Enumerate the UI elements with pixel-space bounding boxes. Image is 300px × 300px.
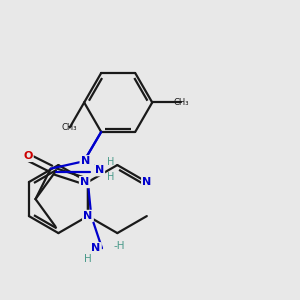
Text: -H: -H xyxy=(114,241,125,250)
Text: H: H xyxy=(107,158,114,167)
Text: N: N xyxy=(95,165,104,175)
Text: N: N xyxy=(81,156,90,166)
Text: H: H xyxy=(107,172,114,182)
Text: H: H xyxy=(84,254,92,264)
Text: N: N xyxy=(80,177,89,187)
Text: O: O xyxy=(23,151,33,161)
Text: CH₃: CH₃ xyxy=(173,98,189,107)
Text: N: N xyxy=(142,177,152,187)
Text: N: N xyxy=(83,211,92,221)
Text: N: N xyxy=(92,243,101,253)
Text: H: H xyxy=(93,164,101,174)
Text: CH₃: CH₃ xyxy=(62,123,77,132)
Text: N: N xyxy=(83,211,93,221)
